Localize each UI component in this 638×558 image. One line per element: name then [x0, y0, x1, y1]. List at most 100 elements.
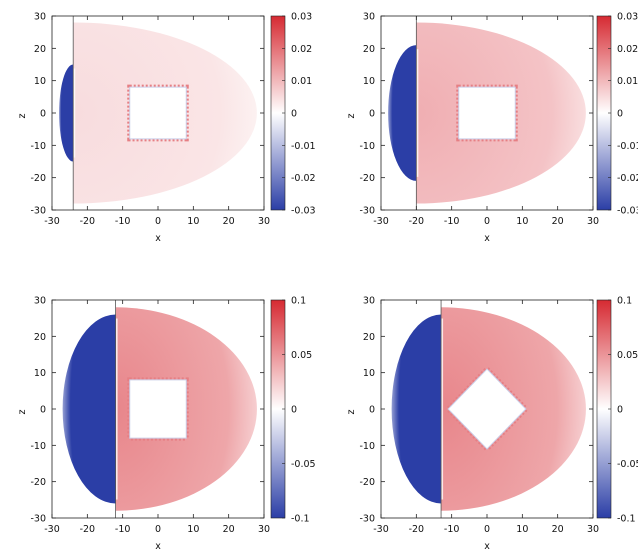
colorbar-tick-label: -0.1 [617, 514, 636, 525]
y-tick-label: -10 [359, 141, 375, 152]
colorbar-tick-label: -0.02 [617, 173, 638, 184]
y-tick-label: 0 [369, 109, 375, 120]
x-tick-label: 0 [484, 216, 490, 227]
colorbar-tick-label: -0.02 [291, 173, 316, 184]
x-tick-label: 20 [223, 216, 235, 227]
x-axis-label: x [484, 233, 490, 244]
x-tick-label: 30 [587, 524, 599, 535]
y-tick-label: 10 [34, 368, 46, 379]
colorbar-tick-label: 0 [617, 109, 623, 120]
x-tick-label: 30 [258, 524, 270, 535]
obstacle [458, 86, 516, 140]
x-tick-label: -20 [409, 216, 425, 227]
negative-region [62, 314, 116, 504]
y-tick-label: 20 [34, 332, 46, 343]
colorbar-tick-label: 0.03 [291, 12, 312, 23]
x-tick-label: -10 [444, 216, 460, 227]
colorbar-tick-label: -0.01 [291, 141, 316, 152]
heatmap-area [62, 307, 257, 511]
y-tick-label: 30 [34, 12, 46, 23]
x-tick-label: 20 [552, 216, 564, 227]
y-tick-label: 20 [363, 44, 375, 55]
colorbar: 0.03 0.02 0.01 0 -0.01 -0.02 -0.03 [596, 12, 638, 217]
y-tick-label: -10 [30, 141, 46, 152]
colorbar-tick-label: 0.05 [617, 350, 638, 361]
colorbar-tick-label: -0.05 [617, 459, 638, 470]
colorbar-tick-label: -0.05 [291, 459, 316, 470]
y-axis-label: z [17, 114, 28, 119]
x-tick-label: 20 [223, 524, 235, 535]
x-tick-label: 10 [187, 216, 199, 227]
y-tick-label: 30 [363, 12, 375, 23]
chart-panel-3: -30 -20 -10 0 10 20 30 30 20 10 0 -10 -20 -30 x z 0.1 0.0… [17, 296, 316, 553]
x-tick-label: -30 [373, 524, 389, 535]
y-tick-label: 10 [363, 76, 375, 87]
y-tick-label: -10 [359, 441, 375, 452]
colorbar-tick-label: 0 [617, 405, 623, 416]
x-tick-label: 30 [258, 216, 270, 227]
negative-region [59, 64, 74, 162]
colorbar-tick-label: 0 [291, 405, 297, 416]
colorbar-tick-label: 0.02 [617, 44, 638, 55]
y-tick-label: -30 [30, 206, 46, 217]
x-tick-label: 10 [516, 524, 528, 535]
chart-panel-2: -30 -20 -10 0 10 20 303020100-10-20-30xz0.030.… [346, 12, 638, 245]
x-tick-label: -30 [44, 216, 60, 227]
colorbar-tick-label: 0.1 [617, 296, 632, 307]
y-tick-label: 0 [40, 405, 46, 416]
y-tick-label: -20 [359, 477, 375, 488]
y-tick-label: -30 [30, 514, 46, 525]
y-tick-label: 10 [34, 76, 46, 87]
y-tick-label: 30 [363, 296, 375, 307]
y-tick-label: -30 [359, 514, 375, 525]
colorbar-tick-label: 0.1 [291, 296, 306, 307]
x-tick-label: -20 [80, 216, 96, 227]
y-tick-label: -20 [359, 173, 375, 184]
colorbar: 0.03 0.02 0.01 0 -0.01 -0.02 -0.03 [270, 12, 316, 217]
x-tick-label: -30 [44, 524, 60, 535]
y-tick-label: 10 [363, 368, 375, 379]
y-tick-label: -20 [30, 173, 46, 184]
y-tick-label: -20 [30, 477, 46, 488]
y-axis-label: z [17, 410, 28, 415]
obstacle [129, 86, 187, 140]
x-axis-label: x [155, 233, 161, 244]
colorbar: 0.1 0.05 0 -0.05 -0.1 [270, 296, 316, 525]
x-tick-label: 20 [552, 524, 564, 535]
colorbar-tick-label: 0.03 [617, 12, 638, 23]
negative-region [391, 314, 442, 504]
obstacle [129, 379, 187, 439]
colorbar: 0.1 0.05 0 -0.05 -0.1 [596, 296, 638, 525]
x-tick-label: 0 [155, 524, 161, 535]
x-tick-label: -20 [80, 524, 96, 535]
heatmap-area [59, 22, 257, 204]
y-tick-label: -30 [359, 206, 375, 217]
x-tick-label: 0 [155, 216, 161, 227]
x-axis-label: x [155, 541, 161, 552]
y-axis-label: z [346, 410, 357, 415]
y-tick-label: 30 [34, 296, 46, 307]
chart-panel-1: -30 -20 -10 0 10 20 30 30 20 10 0 -10 -20 -30 x z 0.03 0.… [17, 12, 316, 245]
y-tick-label: 0 [369, 405, 375, 416]
y-axis-label: z [346, 114, 357, 119]
y-tick-label: 20 [363, 332, 375, 343]
colorbar-tick-label: -0.03 [617, 206, 638, 217]
x-tick-label: -20 [409, 524, 425, 535]
colorbar-tick-label: 0.02 [291, 44, 312, 55]
y-tick-label: 0 [40, 109, 46, 120]
heatmap-area [391, 307, 586, 511]
x-tick-label: -30 [373, 216, 389, 227]
negative-region [388, 45, 417, 181]
x-tick-label: -10 [115, 216, 131, 227]
x-tick-label: -10 [115, 524, 131, 535]
heatmap-area [388, 22, 586, 204]
chart-panel-4: -30 -20 -10 0 10 20 30 30 20 10 0 -10 -20 -30 x z 0.1 0.0… [346, 296, 638, 553]
y-tick-label: -10 [30, 441, 46, 452]
obstacle [447, 368, 527, 450]
x-tick-label: 0 [484, 524, 490, 535]
colorbar-tick-label: 0 [291, 109, 297, 120]
y-tick-label: 20 [34, 44, 46, 55]
colorbar-tick-label: -0.01 [617, 141, 638, 152]
x-axis-label: x [484, 541, 490, 552]
